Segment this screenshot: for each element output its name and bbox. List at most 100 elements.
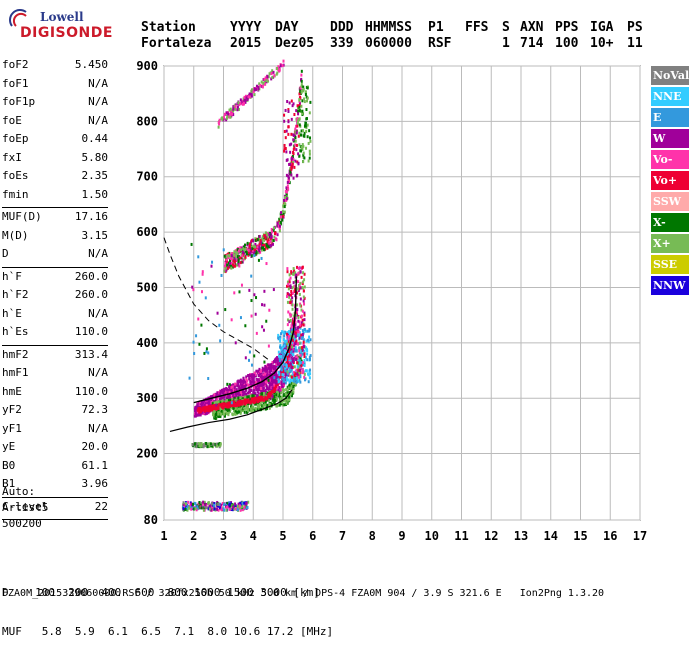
echo-point: [291, 303, 294, 307]
echo-point: [272, 70, 275, 74]
echo-point: [288, 351, 291, 355]
echo-point: [299, 323, 302, 327]
echo-point: [247, 500, 250, 504]
echo-point: [227, 411, 230, 415]
echo-point: [282, 368, 285, 372]
echo-point: [281, 213, 284, 217]
echo-point: [228, 404, 231, 408]
echo-point: [234, 405, 237, 409]
echo-point: [196, 403, 199, 407]
echo-point: [213, 443, 216, 447]
echo-point: [262, 386, 265, 390]
echo-point: [219, 412, 222, 416]
param-name: fmin: [2, 187, 29, 201]
echo-point: [254, 238, 257, 242]
echo-point: [303, 285, 306, 289]
echo-point: [295, 339, 298, 343]
echo-point: [264, 400, 267, 404]
echo-point: [283, 201, 286, 205]
echo-point: [187, 500, 190, 504]
echo-point: [226, 266, 229, 270]
echo-point: [260, 84, 263, 88]
echo-point: [197, 317, 200, 321]
echo-point: [289, 313, 292, 317]
echo-point: [301, 282, 304, 286]
x-tick-label: 7: [339, 529, 346, 543]
echo-point: [255, 331, 258, 335]
echo-point: [297, 289, 300, 293]
echo-point: [279, 385, 282, 389]
echo-point: [299, 304, 302, 308]
echo-point: [237, 410, 240, 414]
param-row: h`E N/A: [2, 307, 108, 326]
echo-point: [306, 96, 309, 100]
echo-point: [293, 374, 296, 378]
echo-point: [289, 284, 292, 288]
echo-point: [291, 347, 294, 351]
echo-point: [268, 403, 271, 407]
echo-point: [248, 245, 251, 249]
echo-point: [203, 351, 206, 355]
param-separator: [2, 207, 108, 208]
echo-point: [302, 153, 305, 157]
echo-point: [291, 104, 294, 108]
echo-point: [291, 365, 294, 369]
echo-point: [286, 370, 289, 374]
logo-line1: Lowell: [40, 10, 84, 24]
echo-point: [287, 178, 290, 182]
echo-point: [272, 371, 275, 375]
echo-point: [240, 101, 243, 105]
param-row: hmF1 N/A: [2, 366, 108, 385]
echo-point: [200, 323, 203, 327]
echo-point: [262, 388, 265, 392]
x-tick-label: 3: [220, 529, 227, 543]
echo-point: [292, 349, 295, 353]
echo-point: [213, 507, 216, 511]
echo-point: [269, 386, 272, 390]
y-tick-label: 300: [136, 391, 158, 405]
echo-point: [240, 393, 243, 397]
echo-point: [305, 146, 308, 150]
echo-point: [237, 107, 240, 111]
echo-point: [266, 403, 269, 407]
echo-point: [276, 356, 279, 360]
echo-point: [297, 319, 300, 323]
echo-point: [270, 237, 273, 241]
echo-point: [229, 387, 232, 391]
echo-point: [234, 395, 237, 399]
echo-point: [303, 328, 306, 332]
echo-point: [228, 502, 231, 506]
echo-point: [229, 115, 232, 119]
echo-point: [293, 381, 296, 385]
echo-point: [211, 402, 214, 406]
echo-point: [218, 323, 221, 327]
echo-point: [236, 255, 239, 259]
echo-point: [283, 147, 286, 151]
echo-point: [266, 236, 269, 240]
echo-point: [290, 375, 293, 379]
echo-point: [295, 380, 298, 384]
param-row: h`F 260.0: [2, 270, 108, 289]
echo-point: [194, 409, 197, 413]
echo-point: [201, 502, 204, 506]
echo-point: [296, 121, 299, 125]
echo-point: [258, 82, 261, 86]
echo-point: [278, 224, 281, 228]
echo-point: [303, 278, 306, 282]
param-name: h`E: [2, 306, 22, 320]
echo-point: [207, 501, 210, 505]
echo-point: [304, 356, 307, 360]
echo-point: [296, 117, 299, 121]
echo-point: [238, 399, 241, 403]
echo-point: [263, 375, 266, 379]
echo-point: [296, 342, 299, 346]
echo-point: [301, 109, 304, 113]
echo-point: [286, 180, 289, 184]
echo-point: [260, 374, 263, 378]
echo-point: [298, 92, 301, 96]
echo-point: [217, 502, 220, 506]
echo-point: [214, 414, 217, 418]
echo-point: [220, 389, 223, 393]
echo-point: [307, 380, 310, 384]
echo-point: [215, 444, 218, 448]
